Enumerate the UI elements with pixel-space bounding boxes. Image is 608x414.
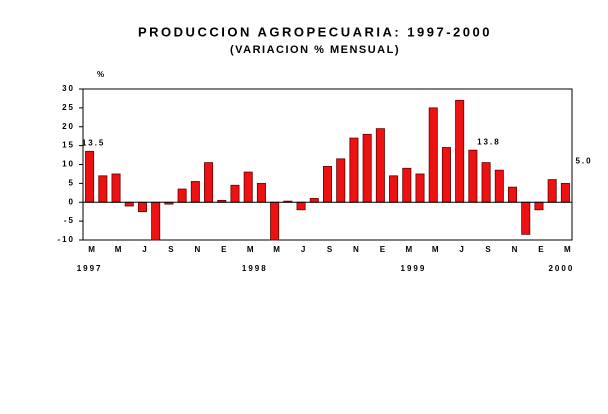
y-tick-label: -5 xyxy=(64,216,75,225)
bar xyxy=(441,147,451,203)
value-label: 13.5 xyxy=(82,138,106,147)
x-tick-label: M xyxy=(564,245,573,254)
chart-subtitle: (VARIACION % MENSUAL) xyxy=(230,44,400,56)
x-tick-label: E xyxy=(380,245,387,254)
y-axis-label: % xyxy=(97,70,106,79)
y-tick-label: 30 xyxy=(62,84,75,93)
y-tick-label: 5 xyxy=(69,178,75,187)
bar xyxy=(204,162,214,203)
bar xyxy=(402,167,412,203)
y-tick-label: 20 xyxy=(62,122,75,131)
bar xyxy=(521,201,531,235)
x-tick-label: S xyxy=(485,245,492,254)
y-tick-label: 25 xyxy=(62,103,75,112)
bar xyxy=(124,201,134,207)
bar xyxy=(362,133,372,203)
bar xyxy=(296,201,306,211)
bar xyxy=(508,186,518,203)
x-tick-label: M xyxy=(405,245,414,254)
x-tick-label: N xyxy=(194,245,202,254)
y-tick-label: 10 xyxy=(62,160,75,169)
year-label: 2000 xyxy=(548,264,574,273)
x-tick-label: S xyxy=(327,245,334,254)
bar xyxy=(455,99,465,203)
bar xyxy=(415,173,425,203)
year-label: 1999 xyxy=(401,264,427,273)
bar xyxy=(375,128,385,203)
x-tick-label: S xyxy=(168,245,175,254)
bar xyxy=(85,150,95,203)
bar xyxy=(151,201,161,241)
x-tick-label: E xyxy=(221,245,228,254)
bar xyxy=(481,162,491,203)
year-label: 1998 xyxy=(242,264,268,273)
bar xyxy=(309,198,319,203)
bar xyxy=(534,201,544,211)
year-label: 1997 xyxy=(77,264,103,273)
x-tick-label: E xyxy=(538,245,545,254)
value-label: 13.8 xyxy=(477,137,501,146)
x-tick-label: M xyxy=(247,245,256,254)
bar xyxy=(270,201,280,241)
bar xyxy=(177,188,187,203)
bar xyxy=(494,169,504,203)
value-label: 5.0 xyxy=(575,156,592,165)
y-tick-label: 0 xyxy=(69,197,75,206)
bar xyxy=(98,175,108,203)
bar xyxy=(256,182,266,203)
bar xyxy=(323,165,332,203)
bar xyxy=(349,137,359,203)
x-tick-label: N xyxy=(353,245,361,254)
bar xyxy=(560,182,570,203)
x-tick-label: J xyxy=(301,245,307,254)
bar xyxy=(389,175,399,203)
y-tick-label: 15 xyxy=(62,141,75,150)
x-tick-label: J xyxy=(459,245,465,254)
x-tick-label: M xyxy=(273,245,282,254)
bar xyxy=(336,158,346,203)
bar xyxy=(137,201,147,213)
bar xyxy=(547,179,557,203)
chart-title: PRODUCCION AGROPECUARIA: 1997-2000 xyxy=(138,24,492,39)
x-tick-label: J xyxy=(142,245,148,254)
bar xyxy=(243,171,253,203)
bar xyxy=(111,173,121,203)
x-tick-label: M xyxy=(115,245,124,254)
x-tick-label: M xyxy=(88,245,97,254)
bar xyxy=(468,149,478,203)
x-tick-label: N xyxy=(512,245,520,254)
bar xyxy=(190,181,200,203)
bar xyxy=(230,184,240,203)
x-tick-label: M xyxy=(432,245,441,254)
y-tick-label: -10 xyxy=(57,235,75,244)
bar xyxy=(428,107,438,203)
